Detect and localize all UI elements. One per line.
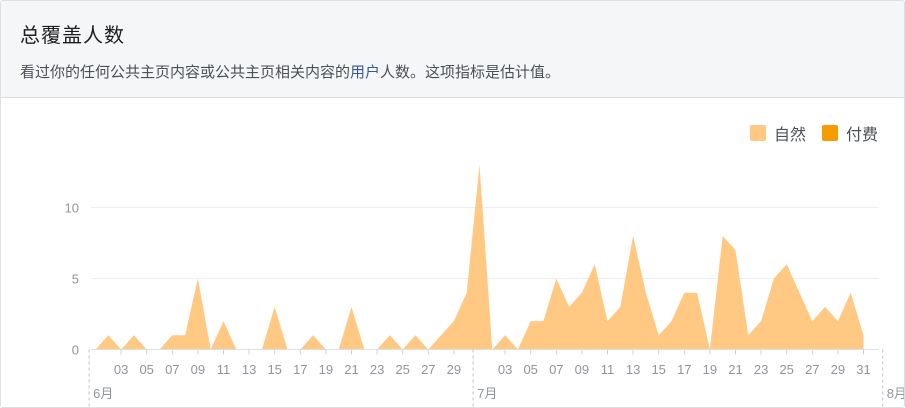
x-tick-label: 09	[191, 362, 205, 377]
legend-label-organic: 自然	[773, 127, 806, 144]
x-tick-label: 03	[498, 362, 512, 377]
x-tick-label: 29	[831, 362, 845, 377]
x-tick-label: 05	[523, 362, 537, 377]
x-tick-label: 29	[447, 362, 461, 377]
description-text-before: 看过你的任何公共主页内容或公共主页相关内容的	[20, 64, 351, 81]
y-tick-label: 0	[72, 343, 79, 358]
legend-label-paid: 付费	[845, 127, 878, 144]
y-tick-label: 10	[65, 201, 79, 216]
metric-description: 看过你的任何公共主页内容或公共主页相关内容的用户人数。这项指标是估计值。	[20, 61, 560, 82]
x-tick-label: 11	[217, 362, 231, 377]
x-tick-label: 05	[139, 362, 153, 377]
y-tick-label: 5	[72, 272, 79, 287]
chart-legend: 自然 付费	[734, 121, 878, 145]
x-tick-label: 17	[293, 362, 307, 377]
x-tick-label: 25	[779, 362, 793, 377]
x-tick-label: 15	[267, 362, 281, 377]
x-tick-label: 13	[626, 362, 640, 377]
x-tick-label: 25	[395, 362, 409, 377]
x-tick-label: 17	[677, 362, 691, 377]
x-tick-label: 07	[549, 362, 563, 377]
x-tick-label: 09	[575, 362, 589, 377]
x-tick-label: 13	[242, 362, 256, 377]
x-tick-label: 19	[703, 362, 717, 377]
month-label: 8月	[887, 386, 904, 401]
legend-item-organic[interactable]: 自然	[749, 121, 806, 145]
description-text-after: 人数。这项指标是估计值。	[380, 64, 561, 81]
x-tick-label: 23	[754, 362, 768, 377]
users-link[interactable]: 用户	[350, 64, 381, 81]
x-tick-label: 03	[114, 362, 128, 377]
legend-item-paid[interactable]: 付费	[821, 121, 878, 145]
x-tick-label: 21	[728, 362, 742, 377]
x-tick-label: 23	[370, 362, 384, 377]
month-label: 6月	[93, 386, 113, 401]
x-tick-label: 11	[601, 362, 615, 377]
x-tick-label: 27	[421, 362, 435, 377]
x-tick-label: 07	[165, 362, 179, 377]
x-tick-label: 19	[319, 362, 333, 377]
month-label: 7月	[477, 386, 497, 401]
x-tick-label: 21	[344, 362, 358, 377]
legend-swatch-paid	[821, 125, 838, 141]
x-tick-label: 27	[805, 362, 819, 377]
x-tick-label: 31	[856, 362, 870, 377]
series-area-organic	[95, 164, 864, 350]
page-title: 总覆盖人数	[20, 25, 125, 47]
card-header: 总覆盖人数 看过你的任何公共主页内容或公共主页相关内容的用户人数。这项指标是估计…	[1, 1, 904, 98]
legend-swatch-organic	[749, 125, 766, 141]
x-tick-label: 15	[651, 362, 665, 377]
